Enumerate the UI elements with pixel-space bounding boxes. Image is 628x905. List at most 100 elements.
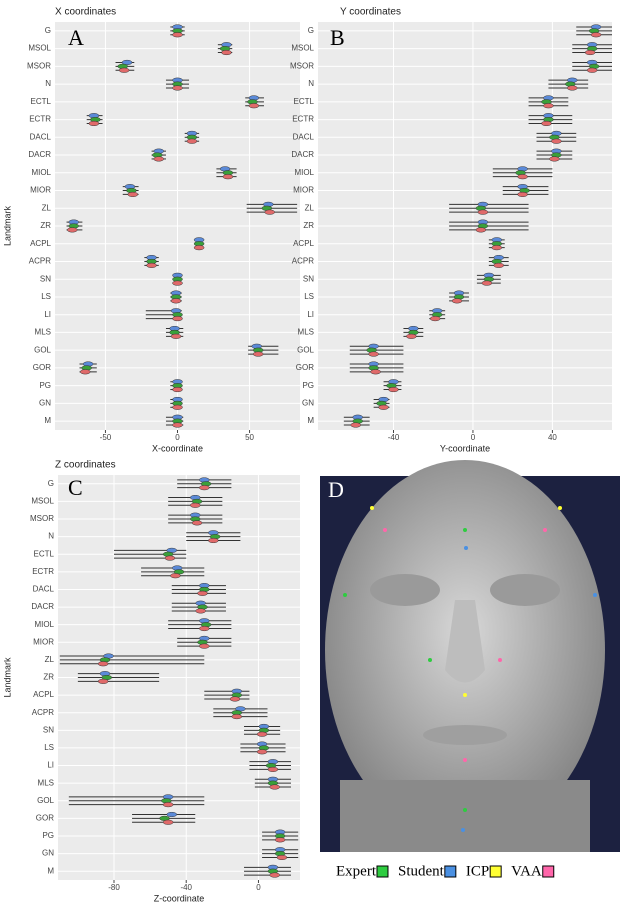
violin [257,732,267,737]
violin [192,521,202,526]
violin [199,644,209,649]
violin [270,785,280,790]
violin [165,556,175,561]
violin [265,210,275,215]
x-axis-title: Z-coordinate [154,893,205,903]
violin [275,838,285,843]
violin [551,139,561,144]
y-tick-label: ACPR [292,257,314,266]
y-tick-label: PG [39,381,51,390]
page: -50050GMSOLMSORNECTLECTRDACLDACRMIOLMIOR… [0,0,628,905]
y-tick-label: LS [304,292,314,301]
x-axis-title: X-coordinate [152,443,203,453]
y-tick-label: MSOR [30,514,54,523]
violin [406,334,416,339]
y-tick-label: ACPL [33,690,54,699]
y-tick-label: MIOL [34,620,54,629]
violin [173,387,183,392]
y-tick-label: DACR [291,150,314,159]
violin [253,352,263,357]
y-tick-label: LI [47,761,54,770]
violin [187,139,197,144]
legend-swatch [490,866,501,877]
x-tick-label: 0 [256,883,261,892]
y-tick-label: ECTR [32,567,54,576]
legend-label: ICP [466,863,489,879]
violin [430,316,440,321]
violin [208,538,218,543]
violin [585,50,595,55]
y-tick-label: PG [302,381,314,390]
x-tick-label: 0 [471,433,476,442]
violin [171,299,181,304]
violin [173,423,183,428]
violin [494,263,504,268]
violin [173,316,183,321]
x-tick-label: -80 [108,883,120,892]
face-image [320,460,620,852]
y-tick-label: MIOR [293,186,314,195]
y-tick-label: ECTL [34,549,55,558]
violin [173,281,183,286]
x-tick-label: -40 [388,433,400,442]
y-tick-label: N [308,79,314,88]
y-tick-label: M [307,416,314,425]
violin [591,32,601,37]
y-tick-label: ACPL [293,239,314,248]
panel-letter: A [68,25,84,50]
violin [98,679,108,684]
violin [452,299,462,304]
violin [257,750,267,755]
y-axis-title: Landmark [2,657,12,698]
y-tick-label: LI [44,310,51,319]
panel-title: Y coordinates [340,7,401,18]
legend-swatch [543,866,554,877]
violin [163,802,173,807]
violin [230,697,240,702]
violin [277,855,287,860]
y-axis-title: Landmark [2,205,12,246]
y-tick-label: ACPR [29,257,51,266]
violin [482,281,492,286]
violin [163,820,173,825]
y-tick-label: GOL [297,345,314,354]
y-tick-label: ZL [45,655,55,664]
y-tick-label: MIOL [294,168,314,177]
y-tick-label: GOR [33,363,51,372]
y-tick-label: MIOL [31,168,51,177]
y-tick-label: MSOR [27,61,51,70]
y-tick-label: ACPR [32,708,54,717]
y-tick-label: DACL [33,585,55,594]
violin [196,609,206,614]
y-tick-label: LI [307,310,314,319]
y-tick-label: SN [303,274,314,283]
x-tick-label: -50 [100,433,112,442]
y-tick-label: MSOR [290,61,314,70]
violin [197,591,207,596]
violin [173,405,183,410]
y-tick-label: ECTR [29,115,51,124]
figure: -50050GMSOLMSORNECTLECTRDACLDACRMIOLMIOR… [0,0,628,905]
y-tick-label: ZR [40,221,51,230]
violin [147,263,157,268]
y-tick-label: ECTL [294,97,315,106]
violin [518,192,528,197]
violin [371,370,381,375]
legend-label: Expert [336,863,377,879]
violin [170,573,180,578]
violin [270,873,280,878]
y-tick-label: M [44,416,51,425]
violin [222,50,232,55]
legend-label: VAA [511,863,542,879]
violin [199,485,209,490]
y-tick-label: ZL [42,203,52,212]
violin [518,174,528,179]
violin [541,121,551,126]
legend-label: Student [398,863,445,879]
y-tick-label: LS [41,292,51,301]
y-tick-label: MLS [298,328,314,337]
y-tick-label: MSOL [28,44,51,53]
y-tick-label: PG [42,831,54,840]
x-axis-title: Y-coordinate [440,443,490,453]
y-tick-label: MSOL [291,44,314,53]
